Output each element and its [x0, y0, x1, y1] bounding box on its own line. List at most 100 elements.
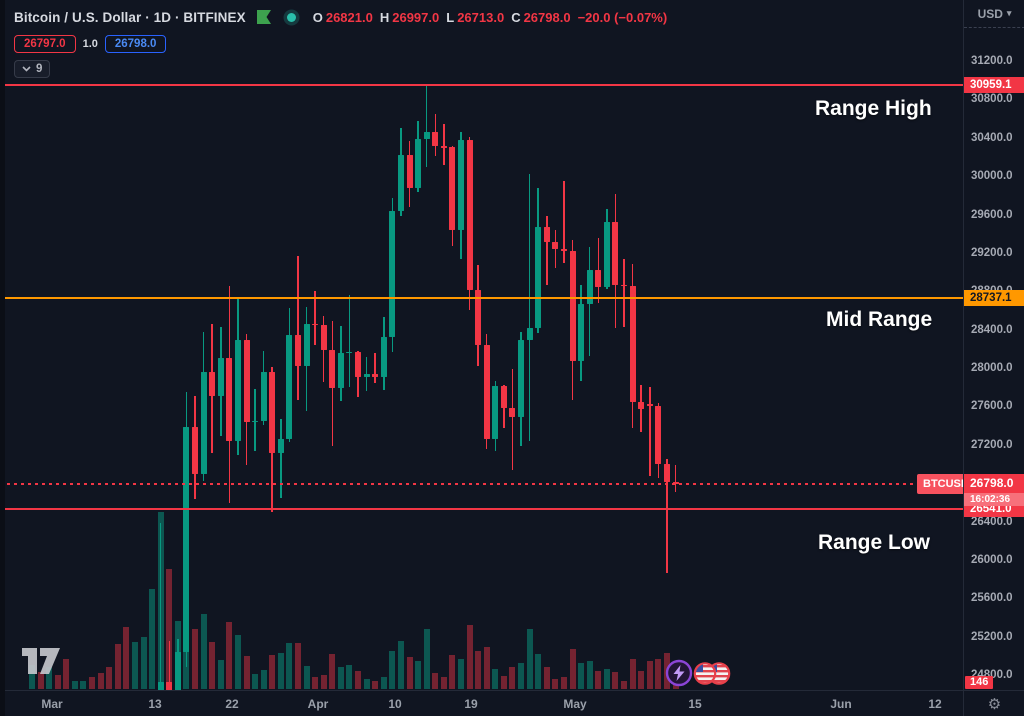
volume-bar: [269, 655, 276, 689]
axis-corner: ⚙: [963, 690, 1024, 716]
price-tick-label: 26400.0: [971, 515, 1013, 528]
current-price-symbol-chip: BTCUSD: [917, 474, 963, 495]
time-tick-label: Mar: [41, 697, 63, 711]
volume-bar: [192, 629, 199, 689]
price-tick-label: 25600.0: [971, 592, 1013, 605]
volume-bar: [543, 667, 550, 689]
close-value: 26798.0: [523, 9, 571, 25]
volume-bar: [209, 642, 216, 689]
volume-bar: [492, 669, 499, 689]
price-tick-label: 30800.0: [971, 93, 1013, 106]
candle: [415, 138, 422, 188]
candle: [612, 222, 619, 285]
volume-bar: [131, 642, 138, 689]
candle-wick: [554, 229, 557, 269]
candle: [458, 139, 464, 230]
bid-button[interactable]: 26797.0: [14, 35, 76, 53]
candle: [243, 340, 250, 422]
volume-bar: [612, 672, 619, 689]
mid-range-label[interactable]: Mid Range: [826, 308, 933, 331]
symbol-title[interactable]: Bitcoin / U.S. Dollar · 1D · BITFINEX: [14, 9, 246, 25]
market-status-dot: [286, 12, 296, 22]
volume-bar: [200, 614, 207, 689]
candle: [380, 337, 387, 377]
boost-lightning-icon[interactable]: [665, 659, 693, 687]
price-tick-label: 28000.0: [971, 362, 1013, 374]
volume-bar: [106, 667, 113, 689]
time-tick-label: Apr: [307, 697, 329, 711]
volume-bar: [621, 681, 628, 689]
volume-bar: [97, 673, 104, 689]
candle: [174, 652, 181, 690]
time-tick-label: 19: [464, 697, 478, 711]
tradingview-logo[interactable]: [16, 646, 62, 676]
mid-range-line[interactable]: [0, 297, 963, 300]
range-low-label[interactable]: Range Low: [818, 531, 931, 554]
high-value: 26997.0: [392, 9, 440, 25]
candle: [543, 227, 550, 243]
volume-bar: [234, 635, 241, 689]
volume-bar: [526, 629, 533, 689]
volume-bar: [552, 679, 559, 689]
candle: [621, 284, 628, 287]
pane-left-edge: [0, 0, 5, 716]
gear-icon[interactable]: ⚙: [987, 695, 1002, 713]
bar-countdown: 16:02:36: [964, 493, 1024, 507]
volume-bar: [638, 671, 645, 689]
volume-bar: [560, 677, 567, 689]
volume-bar: [46, 667, 53, 689]
candle: [312, 323, 319, 326]
current-price-line: [0, 483, 917, 486]
volume-bar: [89, 677, 96, 689]
currency-label: USD: [977, 6, 1003, 21]
volume-bar: [569, 649, 576, 689]
change-value: −20.0 (−0.07%): [577, 9, 668, 25]
chart-pane[interactable]: Range High Mid Range Range Low BTCUSD: [0, 0, 963, 690]
candle-wick: [425, 85, 428, 167]
candle: [397, 155, 404, 211]
time-tick-label: 10: [388, 697, 402, 711]
volume-bar: [646, 661, 653, 689]
price-axis[interactable]: USD ▾ 31200.0 30800.0 30400.0 30000.0 29600.…: [963, 0, 1024, 690]
candle: [389, 210, 396, 338]
candle: [646, 403, 653, 406]
candle: [157, 681, 164, 690]
candle: [466, 139, 473, 291]
candle: [192, 426, 199, 474]
ask-button[interactable]: 26798.0: [104, 35, 167, 53]
range-high-line[interactable]: [0, 84, 963, 87]
price-tick-label: 26000.0: [971, 553, 1013, 566]
candle: [560, 249, 567, 251]
chevron-down-icon: [22, 66, 31, 72]
volume-bar: [380, 677, 387, 689]
candle: [294, 335, 301, 367]
ohlc-values: O 26821.0 H 26997.0 L 26713.0 C 26798.0 −20.…: [313, 10, 667, 25]
volume-bar: [440, 677, 447, 689]
volume-bar: [217, 660, 224, 689]
volume-bar: [423, 629, 430, 689]
price-tick-label: 27200.0: [971, 438, 1013, 451]
price-tick-label: 25200.0: [971, 630, 1013, 643]
currency-selector[interactable]: USD ▾: [964, 0, 1024, 28]
candle: [552, 242, 559, 250]
candle: [337, 352, 344, 389]
candle: [217, 358, 224, 396]
time-axis[interactable]: Mar 13 22 Apr 10 19 May 15 Jun 12: [0, 690, 963, 716]
flag-icon[interactable]: [256, 10, 271, 24]
volume-bar: [389, 651, 396, 689]
range-high-label[interactable]: Range High: [815, 97, 932, 120]
candle-wick: [297, 255, 299, 400]
us-flag-reactions-icon[interactable]: [691, 660, 733, 687]
candle: [303, 323, 310, 367]
volume-bar: [509, 667, 516, 689]
candle: [372, 373, 379, 377]
volume-bar: [449, 655, 456, 689]
candle-wick: [563, 180, 565, 263]
range-high-badge: 30959.1: [964, 77, 1024, 94]
candle-wick: [674, 465, 677, 493]
volume-bar: [166, 569, 173, 689]
range-low-line[interactable]: [0, 507, 963, 510]
indicators-collapsed-button[interactable]: 9: [14, 60, 51, 78]
